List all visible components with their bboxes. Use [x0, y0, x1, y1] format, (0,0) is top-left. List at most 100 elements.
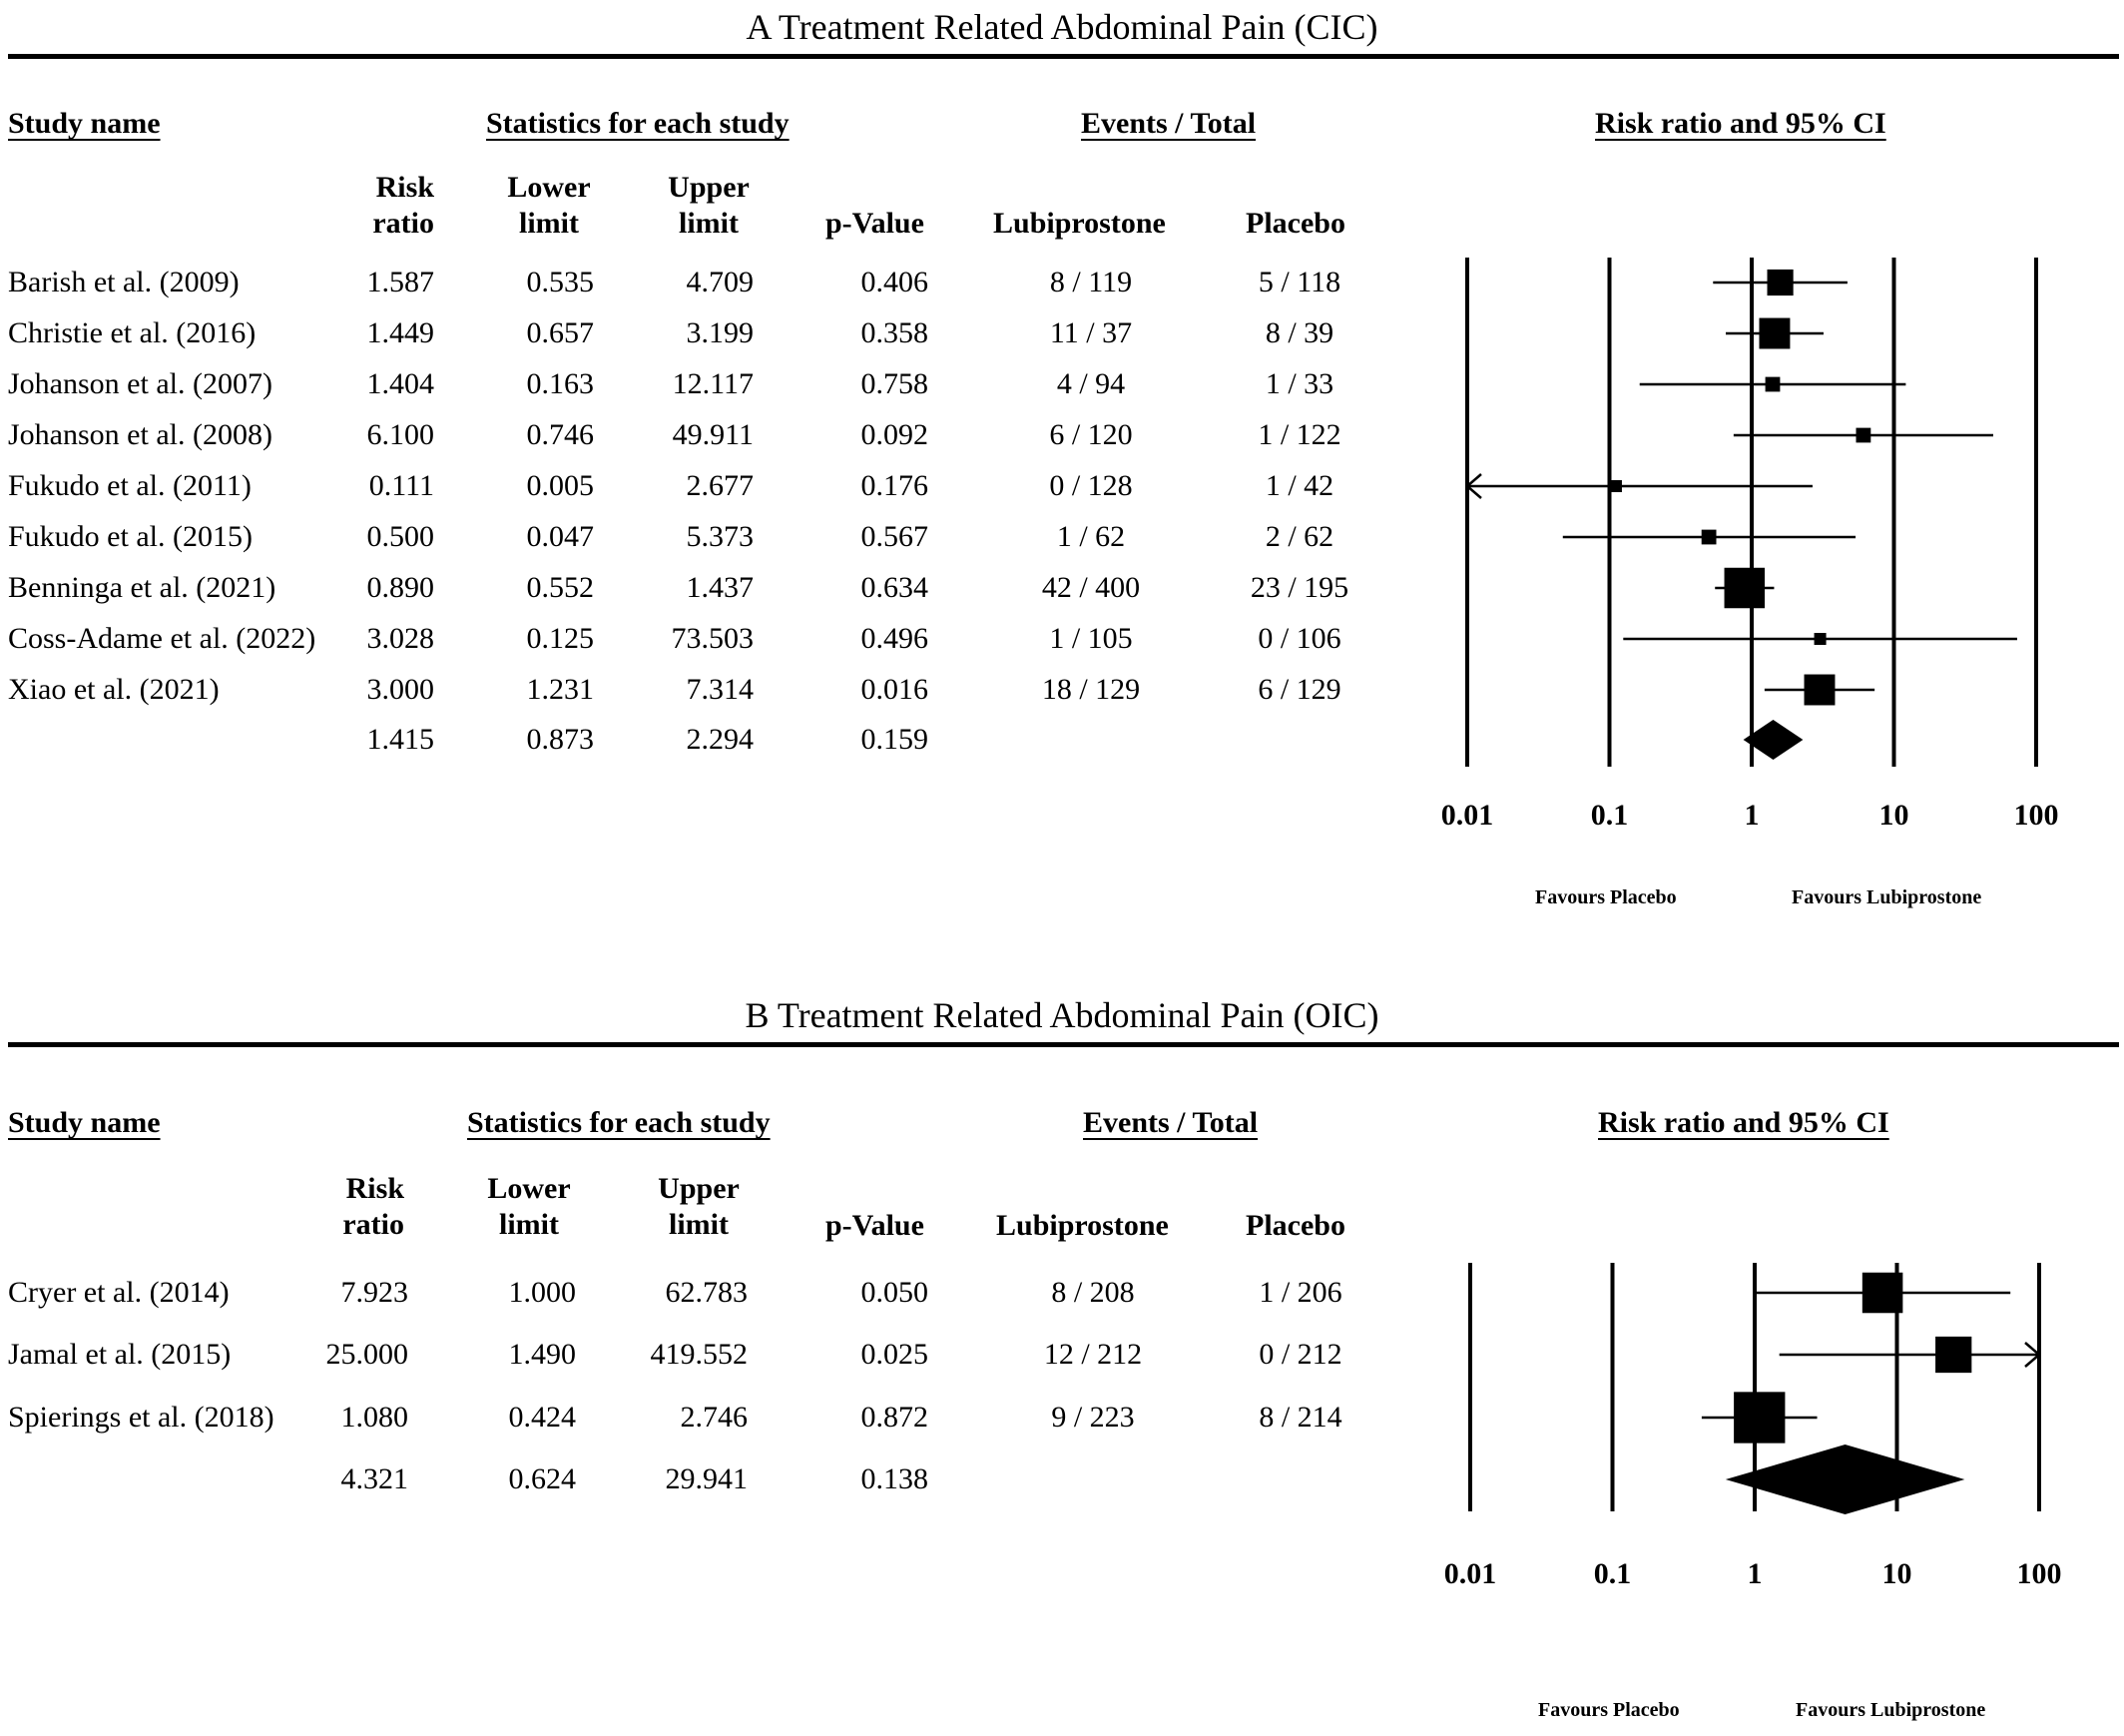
lubiprostone-events-cell: 1 / 62 [1056, 520, 1126, 553]
lubiprostone-events-cell: 6 / 120 [1049, 418, 1133, 451]
summary-upper-limit-cell: 2.294 [686, 723, 755, 756]
lubiprostone-events-cell: 0 / 128 [1049, 469, 1133, 502]
lubiprostone-events-cell: 1 / 105 [1049, 622, 1133, 655]
upper-limit-cell: 7.314 [686, 673, 755, 706]
point-estimate-box [1724, 567, 1766, 609]
placebo-events-cell: 1 / 206 [1259, 1276, 1342, 1309]
upper-limit-cell: 4.709 [686, 266, 755, 298]
study-name-cell: Fukudo et al. (2015) [8, 520, 253, 553]
lower-header-line1: Lower [507, 171, 591, 204]
summary-diamond [1725, 1445, 1965, 1514]
rr-header-line2: ratio [372, 207, 434, 240]
upper-limit-cell: 5.373 [686, 520, 755, 553]
point-estimate-box [1856, 427, 1871, 443]
risk-ratio-cell: 3.000 [366, 673, 435, 706]
upper-header-line1: Upper [668, 171, 750, 204]
lower-limit-cell: 1.490 [508, 1338, 577, 1371]
study-name-cell: Christie et al. (2016) [8, 316, 257, 349]
study-name-cell: Johanson et al. (2008) [8, 418, 272, 451]
ci-arrow-left [1465, 473, 1482, 499]
rr-header-line2: ratio [342, 1208, 404, 1241]
placebo-events-cell: 23 / 195 [1250, 571, 1349, 604]
p-value-cell: 0.406 [860, 266, 929, 298]
title-rule [8, 1042, 2119, 1047]
lubiprostone-events-cell: 4 / 94 [1056, 367, 1126, 400]
summary-upper-limit-cell: 29.941 [665, 1462, 749, 1495]
rr-header: Risk ratio [299, 1171, 404, 1243]
x-tick-label: 1 [1745, 799, 1760, 832]
study-name-header: Study name [8, 1106, 161, 1139]
rr-header-line1: Risk [345, 1172, 404, 1205]
risk-ratio-cell: 1.449 [366, 316, 435, 349]
lower-limit-cell: 0.657 [526, 316, 595, 349]
p-value-cell: 0.634 [860, 571, 929, 604]
study-name-cell: Barish et al. (2009) [8, 266, 240, 298]
point-estimate-box [1759, 317, 1791, 349]
forest-plot-graphic: 0.01 0.1 1 10 100 [1441, 258, 2059, 832]
upper-limit-cell: 12.117 [672, 367, 754, 400]
forest-plot-panel-b: B Treatment Related Abdominal Pain (OIC)… [0, 988, 2124, 1736]
lubiprostone-events-cell: 11 / 37 [1049, 316, 1133, 349]
lubiprostone-events-cell: 8 / 119 [1049, 266, 1133, 298]
title-rule [8, 54, 2119, 59]
lubiprostone-events-cell: 12 / 212 [1043, 1338, 1143, 1371]
upper-header-line1: Upper [658, 1172, 740, 1205]
point-estimate-box [1734, 1392, 1786, 1444]
study-name-cell: Coss-Adame et al. (2022) [8, 622, 316, 655]
lower-header-line1: Lower [487, 1172, 571, 1205]
lower-header-line2: limit [519, 207, 579, 240]
placebo-events-cell: 0 / 212 [1259, 1338, 1342, 1371]
placebo-header: Placebo [1246, 207, 1345, 240]
panel-title: B Treatment Related Abdominal Pain (OIC) [745, 995, 1379, 1035]
lub-header: Lubiprostone [993, 207, 1166, 240]
point-estimate-box [1804, 674, 1836, 706]
x-tick-label: 0.01 [1444, 1557, 1497, 1590]
p-value-cell: 0.016 [860, 673, 929, 706]
placebo-events-cell: 5 / 118 [1258, 266, 1341, 298]
summary-p-value-cell: 0.138 [860, 1462, 929, 1495]
summary-lower-limit-cell: 0.624 [508, 1462, 577, 1495]
ci-arrow-right [2024, 1342, 2041, 1368]
favours-right-label: Favours Lubiprostone [1796, 1699, 1986, 1721]
point-estimate-box [1861, 1272, 1903, 1314]
point-estimate-box [1609, 480, 1622, 492]
point-estimate-box [1767, 269, 1794, 296]
upper-header: Upper limit [649, 170, 769, 242]
events-group-header: Events / Total [1083, 1106, 1259, 1139]
p-value-cell: 0.092 [860, 418, 929, 451]
rr-header: Risk ratio [339, 170, 434, 242]
lower-limit-cell: 0.005 [526, 469, 595, 502]
upper-limit-cell: 1.437 [686, 571, 755, 604]
upper-limit-cell: 49.911 [672, 418, 754, 451]
lower-header-line2: limit [499, 1208, 559, 1241]
upper-limit-cell: 2.677 [686, 469, 755, 502]
placebo-events-cell: 2 / 62 [1265, 520, 1334, 553]
x-tick-label: 10 [1879, 799, 1909, 832]
plot-header: Risk ratio and 95% CI [1595, 107, 1886, 140]
x-tick-label: 0.1 [1591, 799, 1629, 832]
study-name-cell: Jamal et al. (2015) [8, 1338, 232, 1371]
lower-limit-cell: 0.535 [526, 266, 595, 298]
risk-ratio-cell: 1.404 [366, 367, 435, 400]
point-estimate-box [1701, 529, 1717, 545]
favours-right-label: Favours Lubiprostone [1792, 886, 1982, 908]
summary-p-value-cell: 0.159 [860, 723, 929, 756]
p-header: p-Value [825, 207, 924, 240]
placebo-events-cell: 6 / 129 [1258, 673, 1341, 706]
lubiprostone-events-cell: 8 / 208 [1051, 1276, 1135, 1309]
study-name-cell: Cryer et al. (2014) [8, 1276, 230, 1309]
risk-ratio-cell: 0.111 [368, 469, 434, 502]
study-name-cell: Fukudo et al. (2011) [8, 469, 252, 502]
placebo-events-cell: 1 / 42 [1265, 469, 1334, 502]
x-tick-label: 100 [2017, 1557, 2062, 1590]
summary-diamond [1743, 720, 1804, 760]
upper-limit-cell: 419.552 [650, 1338, 749, 1371]
lower-limit-cell: 0.552 [526, 571, 595, 604]
study-name-cell: Benninga et al. (2021) [8, 571, 276, 604]
favours-left-label: Favours Placebo [1538, 1699, 1680, 1721]
risk-ratio-cell: 1.587 [366, 266, 435, 298]
study-name-header: Study name [8, 107, 161, 140]
risk-ratio-cell: 7.923 [340, 1276, 409, 1309]
upper-header-line2: limit [669, 1208, 729, 1241]
lubiprostone-events-cell: 9 / 223 [1051, 1401, 1135, 1434]
